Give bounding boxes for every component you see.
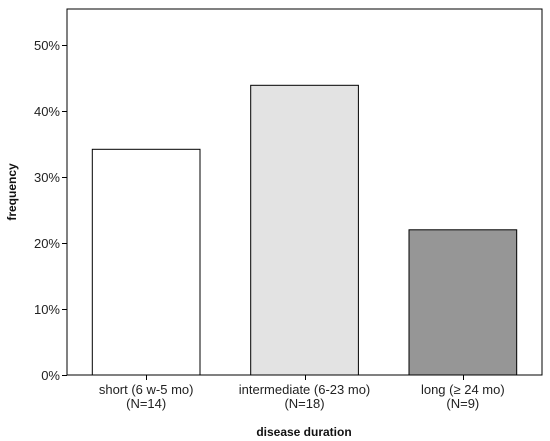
x-tick-label: intermediate (6-23 mo) xyxy=(239,382,371,397)
bars xyxy=(91,84,518,376)
y-axis-title: frequency xyxy=(5,163,19,221)
x-axis-labels: short (6 w-5 mo)(N=14) intermediate (6-23… xyxy=(99,375,505,411)
bar xyxy=(408,229,518,376)
x-axis-title: disease duration xyxy=(256,425,351,439)
y-tick-label: 20% xyxy=(34,236,60,251)
x-tick-label-count: (N=9) xyxy=(446,396,479,411)
x-tick-label-count: (N=18) xyxy=(284,396,324,411)
x-tick-label-count: (N=14) xyxy=(126,396,166,411)
y-tick-label: 30% xyxy=(34,170,60,185)
bar xyxy=(91,148,201,376)
y-tick-label: 40% xyxy=(34,104,60,119)
bar xyxy=(250,84,359,376)
y-tick-label: 10% xyxy=(34,302,60,317)
y-tick-label: 0% xyxy=(41,368,60,383)
x-tick-label: long (≥ 24 mo) xyxy=(421,382,505,397)
y-axis: 0% 10% 20% 30% 40% 50% xyxy=(34,38,67,383)
x-tick-label: short (6 w-5 mo) xyxy=(99,382,194,397)
y-tick-label: 50% xyxy=(34,38,60,53)
